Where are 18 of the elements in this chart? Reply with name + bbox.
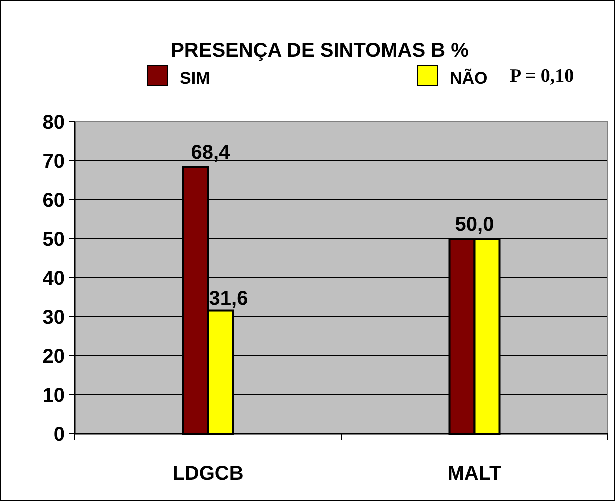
legend-label: SIM bbox=[180, 69, 210, 88]
data-label: 31,6 bbox=[209, 288, 248, 310]
y-tick-label: 0 bbox=[54, 424, 65, 446]
chart-title: PRESENÇA DE SINTOMAS B % bbox=[171, 40, 470, 62]
data-label: 50,0 bbox=[455, 214, 494, 236]
legend-label: NÃO bbox=[450, 68, 488, 88]
y-tick-label: 30 bbox=[42, 307, 65, 329]
y-tick-label: 20 bbox=[42, 346, 65, 368]
y-tick-label: 70 bbox=[42, 151, 65, 173]
y-tick-label: 80 bbox=[42, 112, 65, 134]
y-tick-label: 60 bbox=[42, 190, 65, 212]
y-tick-label: 50 bbox=[42, 229, 65, 251]
text: P = 0,10 bbox=[510, 66, 574, 87]
x-tick-label: MALT bbox=[448, 463, 502, 485]
x-tick-label: LDGCB bbox=[172, 463, 244, 485]
y-tick-label: 10 bbox=[42, 385, 65, 407]
data-label: 68,4 bbox=[191, 142, 232, 164]
y-tick-label: 40 bbox=[42, 268, 65, 290]
